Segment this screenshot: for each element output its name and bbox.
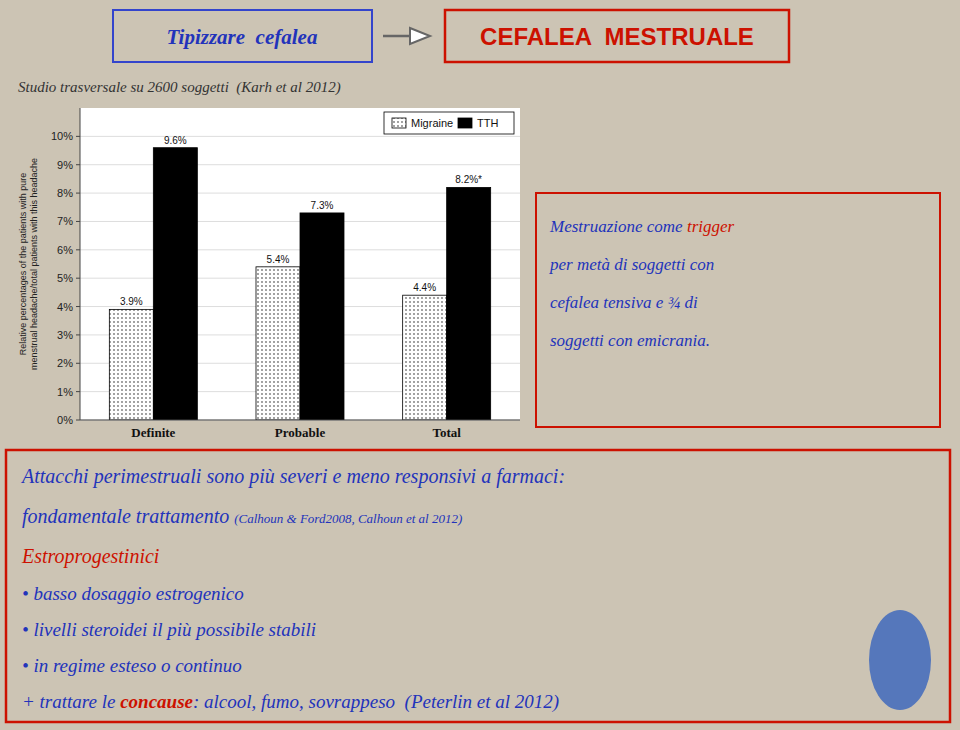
data-labels: 3.9% 5.4% 4.4% 9.6% 7.3% 8.2%*: [120, 135, 482, 308]
y-axis-line: [80, 108, 81, 420]
bottom-line-part: (Calhoun & Ford2008, Calhoun et al 2012): [234, 511, 462, 526]
bottom-bullet: • livelli steroidei il più possibile sta…: [22, 619, 316, 640]
bottom-line: Estroprogestinici: [21, 545, 159, 568]
bottom-line-part: Estroprogestinici: [21, 545, 159, 568]
y-tick: [76, 278, 80, 279]
y-axis-label: Relative percentages of the patients wit…: [18, 158, 39, 370]
y-tick: [76, 334, 80, 335]
y-tick-label: 7%: [57, 215, 73, 227]
bars: [109, 148, 490, 420]
header-arrow-head: [410, 28, 430, 44]
y-tick-label: 10%: [51, 130, 73, 142]
y-axis-label-line: menstrual headache/total patients with t…: [29, 158, 39, 370]
header-right-part: CEFALEA MESTRUALE: [480, 23, 754, 50]
bottom-plus-part: concause: [120, 691, 193, 712]
data-label: 8.2%*: [455, 174, 482, 185]
header-right-box: [445, 10, 789, 62]
data-label: 7.3%: [311, 200, 334, 211]
right-box-line-part: cefalea tensiva e ¾ di: [550, 293, 698, 312]
legend-label: Migraine: [411, 117, 453, 129]
right-box: [536, 193, 940, 427]
header-arrow: [383, 35, 412, 38]
bar: [153, 148, 197, 420]
y-tick: [76, 164, 80, 165]
bottom-box: [6, 450, 950, 722]
y-tick-label: 9%: [57, 159, 73, 171]
x-tick-label: Total: [432, 425, 461, 440]
y-tick-label: 2%: [57, 357, 73, 369]
bottom-bullet: • basso dosaggio estrogenico: [22, 583, 244, 604]
header-right: CEFALEA MESTRUALE: [480, 23, 754, 50]
header-left-part: Tipizzare cefalea: [167, 25, 318, 49]
legend: Migraine TTH: [384, 112, 514, 134]
grid-line: [80, 420, 520, 421]
decor-ellipse: [869, 610, 931, 710]
right-box-line-part: trigger: [687, 217, 735, 236]
subtitle: Studio trasversale su 2600 soggetti (Kar…: [18, 79, 341, 96]
data-label: 9.6%: [164, 135, 187, 146]
chart: 0% 1% 2% 3% 4% 5% 6% 7% 8% 9% 10% 3.9% 5.4% 4.4% 9.6% 7…: [18, 108, 520, 440]
bottom-plus-part: + trattare le: [22, 691, 120, 712]
y-tick-label: 1%: [57, 386, 73, 398]
y-tick: [76, 391, 80, 392]
y-tick: [76, 193, 80, 194]
right-box-line: per metà di soggetti con: [549, 255, 714, 274]
right-box-line-part: soggetti con emicrania.: [550, 331, 710, 350]
y-tick: [76, 249, 80, 250]
right-box-line-part: Mestruazione come: [549, 217, 687, 236]
bottom-line-part: Attacchi perimestruali sono più severi e…: [20, 465, 565, 488]
x-tick-label: Probable: [275, 425, 326, 440]
y-tick: [76, 420, 80, 421]
right-box-line-part: per metà di soggetti con: [549, 255, 714, 274]
right-box-line: cefalea tensiva e ¾ di: [550, 293, 698, 312]
legend-label: TTH: [477, 117, 498, 129]
y-tick-label: 3%: [57, 329, 73, 341]
header-left: Tipizzare cefalea: [167, 25, 318, 49]
y-tick: [76, 306, 80, 307]
data-label: 4.4%: [413, 282, 436, 293]
bar: [300, 213, 344, 420]
y-tick: [76, 136, 80, 137]
legend-swatch: [392, 118, 406, 128]
y-tick-label: 8%: [57, 187, 73, 199]
bottom-line: Attacchi perimestruali sono più severi e…: [20, 465, 565, 488]
bottom-bullet-part: • basso dosaggio estrogenico: [22, 583, 244, 604]
x-axis-line: [80, 420, 520, 421]
y-tick: [76, 221, 80, 222]
bottom-bullet-part: • livelli steroidei il più possibile sta…: [22, 619, 316, 640]
bottom-plus-part: : alcool, fumo, sovrappeso (Peterlin et …: [193, 691, 559, 713]
legend-box: [384, 112, 514, 134]
right-box-line: soggetti con emicrania.: [550, 331, 710, 350]
bottom-line: fondamentale trattamento (Calhoun & Ford…: [22, 505, 462, 528]
bottom-line-part: fondamentale trattamento: [22, 505, 234, 528]
bottom-bullet: • in regime esteso o continuo: [22, 655, 242, 676]
bar: [447, 187, 491, 420]
right-box-line: Mestruazione come trigger: [549, 217, 735, 236]
bottom-plus: + trattare le concause: alcool, fumo, so…: [22, 691, 559, 713]
bar: [403, 295, 447, 420]
slide: Tipizzare cefalea CEFALEA MESTRUALE Studio…: [0, 0, 960, 730]
y-axis-label-line: Relative percentages of the patients wit…: [18, 173, 28, 356]
y-tick-label: 5%: [57, 272, 73, 284]
bar: [109, 309, 153, 420]
bar: [256, 267, 300, 420]
data-label: 5.4%: [267, 254, 290, 265]
y-tick-label: 6%: [57, 244, 73, 256]
grid-line: [80, 136, 520, 137]
x-tick-label: Definite: [131, 425, 175, 440]
bottom-bullet-part: • in regime esteso o continuo: [22, 655, 242, 676]
grid-line: [80, 164, 520, 165]
y-tick: [76, 363, 80, 364]
y-tick-label: 0%: [57, 414, 73, 426]
data-label: 3.9%: [120, 296, 143, 307]
header-left-box: [113, 10, 372, 62]
y-tick-label: 4%: [57, 301, 73, 313]
background: [0, 0, 960, 730]
plot-area: [80, 108, 520, 420]
legend-swatch: [458, 118, 472, 128]
